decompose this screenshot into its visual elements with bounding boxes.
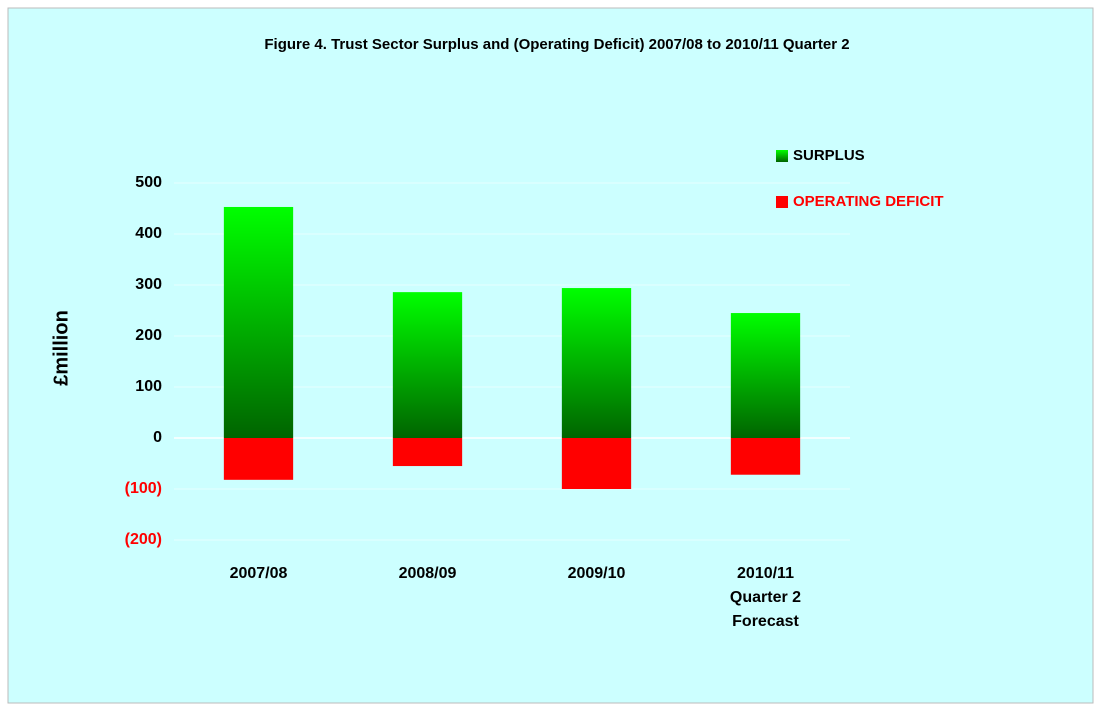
x-tick-label: 2010/11 Quarter 2 Forecast: [729, 565, 802, 630]
y-tick-label: 400: [135, 225, 162, 242]
bar: [730, 438, 801, 475]
y-tick-label: 300: [135, 276, 162, 293]
bar: [561, 438, 632, 489]
y-tick-label: (200): [125, 531, 162, 548]
y-tick-label: 200: [135, 327, 162, 344]
y-axis-label: £million: [50, 310, 72, 386]
y-tick-label: 0: [153, 429, 162, 446]
x-tick-label: 2008/09: [398, 565, 457, 582]
legend-label: OPERATING DEFICIT: [793, 193, 944, 210]
x-tick-label: 2007/08: [229, 565, 288, 582]
bar: [223, 438, 294, 480]
bar: [392, 438, 463, 467]
bar: [561, 288, 632, 438]
bar: [730, 313, 801, 438]
legend-swatch: [776, 150, 788, 162]
y-tick-label: 100: [135, 378, 162, 395]
x-tick-label: 2009/10: [567, 565, 626, 582]
y-tick-label: 500: [135, 174, 162, 191]
chart-title: Figure 4. Trust Sector Surplus and (Oper…: [264, 36, 849, 53]
background: [7, 7, 1094, 704]
legend-label: SURPLUS: [793, 147, 865, 164]
y-tick-label: (100): [125, 480, 162, 497]
legend-swatch: [776, 196, 788, 208]
bar: [392, 292, 463, 438]
bar: [223, 206, 294, 438]
